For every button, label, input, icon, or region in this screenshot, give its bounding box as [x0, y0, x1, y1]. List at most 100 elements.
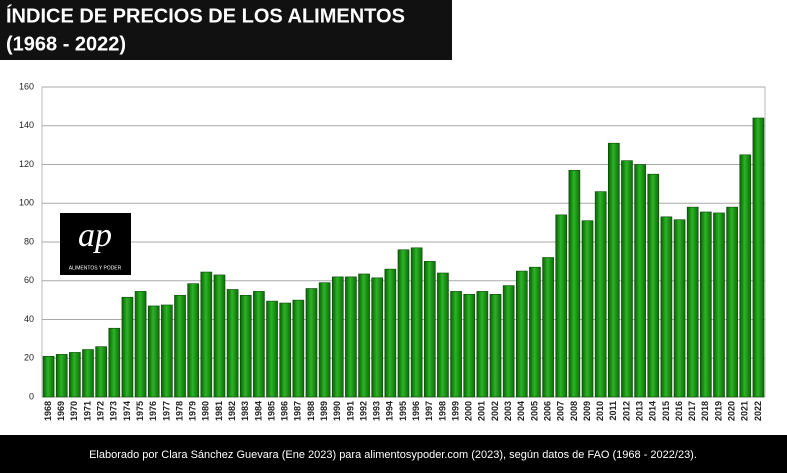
bar — [226, 289, 239, 398]
bar — [147, 305, 160, 398]
bar — [673, 219, 686, 398]
x-tick-label: 1983 — [240, 401, 250, 421]
y-tick-label: 0 — [29, 391, 34, 401]
x-tick-label: 1968 — [43, 401, 53, 421]
x-tick-label: 2020 — [727, 401, 737, 421]
x-tick-label: 1995 — [398, 401, 408, 421]
x-tick-label: 1978 — [174, 401, 184, 421]
x-tick-label: 1999 — [450, 401, 460, 421]
bar — [686, 206, 699, 398]
bar — [187, 283, 199, 398]
bar — [82, 349, 94, 398]
bar — [42, 356, 55, 398]
bar — [55, 354, 68, 398]
bar — [634, 164, 646, 398]
x-tick-label: 1988 — [306, 401, 316, 421]
x-tick-label: 2022 — [753, 401, 763, 421]
x-tick-label: 1982 — [227, 401, 237, 421]
bar — [239, 294, 252, 398]
x-tick-label: 1972 — [96, 401, 106, 421]
bar — [660, 216, 673, 398]
x-tick-label: 2007 — [556, 401, 566, 421]
x-tick-label: 1987 — [293, 401, 303, 421]
x-tick-label: 2008 — [569, 401, 579, 421]
bar — [318, 282, 331, 398]
bar — [410, 247, 423, 398]
bar — [384, 268, 397, 398]
bar — [253, 291, 265, 398]
bar — [266, 300, 278, 398]
y-tick-label: 120 — [19, 159, 34, 169]
y-tick-label: 60 — [24, 275, 34, 285]
x-tick-label: 1970 — [69, 401, 79, 421]
logo-caption: ALIMENTOS Y PODER — [69, 265, 122, 271]
bar — [542, 257, 554, 398]
x-tick-label: 1989 — [319, 401, 329, 421]
x-tick-label: 2014 — [648, 401, 658, 421]
x-tick-label: 1984 — [253, 401, 263, 421]
x-tick-label: 2004 — [516, 401, 526, 421]
y-tick-label: 80 — [24, 236, 34, 246]
x-tick-label: 1994 — [385, 401, 395, 421]
x-tick-label: 2018 — [700, 401, 710, 421]
bar — [608, 142, 620, 398]
x-tick-label: 1993 — [372, 401, 382, 421]
x-tick-label: 2012 — [621, 401, 631, 421]
bar — [174, 294, 186, 398]
bar — [450, 291, 462, 398]
x-tick-label: 2002 — [490, 401, 500, 421]
bar — [437, 272, 449, 398]
bar — [279, 302, 292, 398]
bar — [161, 304, 173, 398]
x-tick-label: 2010 — [595, 401, 605, 421]
x-tick-label: 1998 — [437, 401, 447, 421]
y-tick-label: 140 — [19, 120, 34, 130]
bar — [121, 296, 134, 398]
x-tick-label: 2015 — [661, 401, 671, 421]
bar — [752, 117, 765, 398]
bar — [568, 170, 581, 398]
y-tick-label: 40 — [24, 314, 34, 324]
x-tick-label: 1997 — [424, 401, 434, 421]
footer — [0, 435, 787, 473]
bar — [69, 352, 81, 398]
bar — [95, 346, 107, 398]
bar — [397, 249, 410, 398]
bar — [647, 173, 660, 398]
x-tick-label: 1969 — [56, 401, 66, 421]
bar — [463, 294, 476, 398]
chart-subtitle: (1968 - 2022) — [6, 33, 126, 55]
bar — [529, 266, 541, 398]
x-tick-label: 2001 — [477, 401, 487, 421]
bar — [108, 327, 121, 398]
x-tick-label: 2000 — [464, 401, 474, 421]
bar — [200, 271, 213, 398]
x-tick-label: 2021 — [740, 401, 750, 421]
x-tick-label: 1986 — [280, 401, 290, 421]
x-tick-label: 1992 — [358, 401, 368, 421]
bar — [515, 270, 528, 398]
x-tick-label: 1991 — [345, 401, 355, 421]
bar — [371, 277, 384, 398]
x-tick-label: 2019 — [713, 401, 723, 421]
x-tick-label: 2003 — [503, 401, 513, 421]
x-tick-label: 1981 — [214, 401, 224, 421]
source-note: Elaborado por Clara Sánchez Guevara (Ene… — [89, 449, 697, 461]
x-tick-label: 2017 — [687, 401, 697, 421]
logo — [60, 213, 131, 275]
bar — [292, 299, 305, 398]
y-tick-label: 160 — [19, 81, 34, 91]
bar — [594, 191, 607, 398]
bar — [423, 261, 436, 398]
x-tick-label: 2013 — [634, 401, 644, 421]
x-tick-label: 1996 — [411, 401, 421, 421]
bar — [713, 212, 725, 398]
x-tick-label: 1977 — [161, 401, 171, 421]
bar — [213, 274, 226, 398]
x-tick-label: 1976 — [148, 401, 158, 421]
bar — [581, 220, 594, 398]
x-tick-label: 2005 — [529, 401, 539, 421]
chart-title: ÍNDICE DE PRECIOS DE LOS ALIMENTOS — [6, 4, 405, 27]
y-tick-label: 20 — [24, 353, 34, 363]
